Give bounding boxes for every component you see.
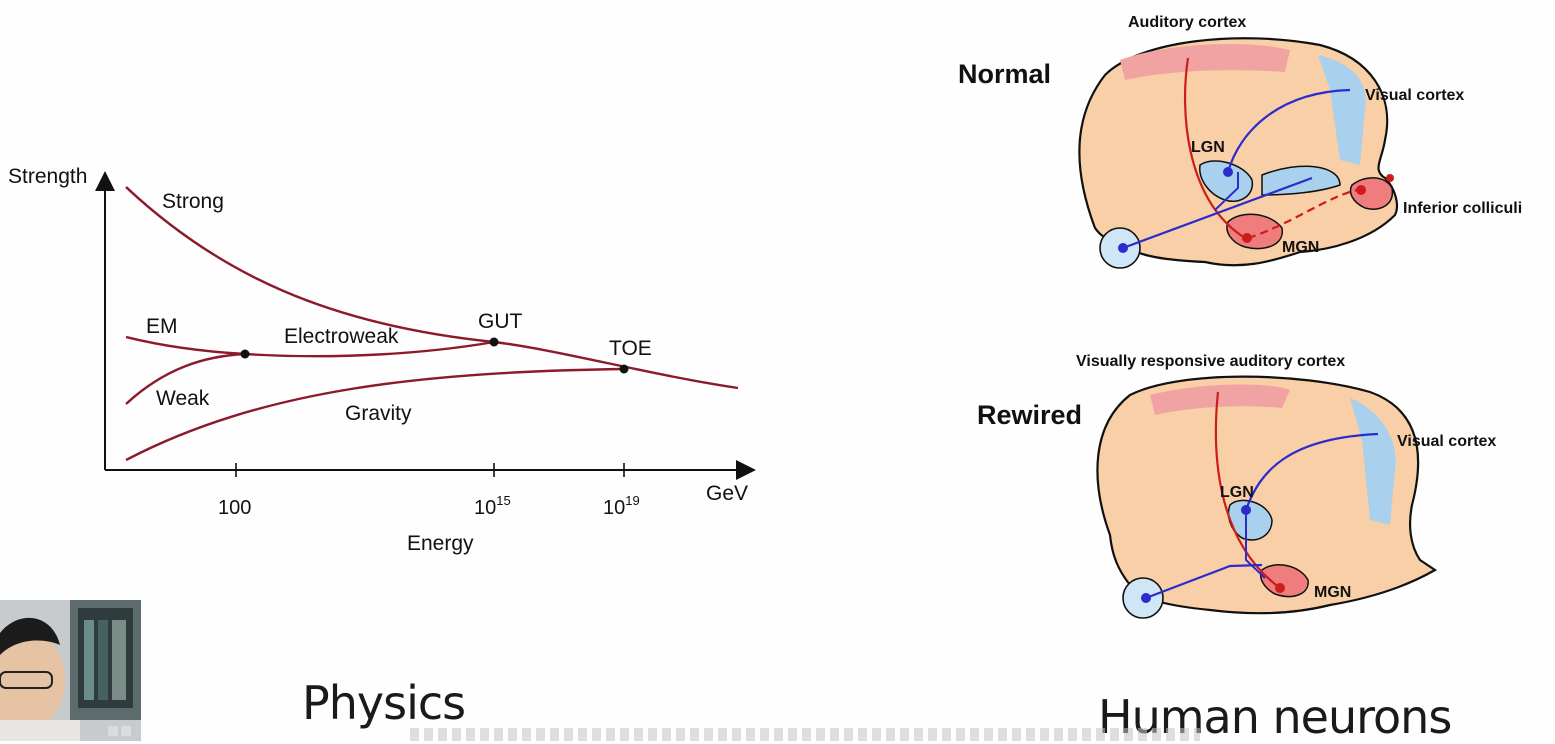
tick-label-1e15: 1015: [474, 493, 511, 519]
normal-auditory-cortex-label: Auditory cortex: [1128, 14, 1246, 31]
gravity-label: Gravity: [345, 402, 412, 425]
tick-label-1e19: 1019: [603, 493, 640, 519]
normal-visual-cortex-label: Visual cortex: [1365, 87, 1464, 104]
lgn-region: [1199, 160, 1254, 202]
em-curve: [125, 335, 246, 356]
presenter-webcam: [0, 600, 141, 741]
presenter-image: [0, 600, 141, 741]
em-label: EM: [146, 315, 178, 338]
mgn-region: [1226, 213, 1283, 250]
brain-rewiring-diagram: Normal Auditory cortex Visual cortex LGN…: [958, 14, 1522, 619]
rewired-mgn-region: [1260, 564, 1309, 598]
weak-label: Weak: [156, 387, 210, 410]
x-unit-label: GeV: [706, 482, 748, 505]
rewired-lgn-label: LGN: [1220, 484, 1254, 501]
electroweak-label: Electroweak: [284, 325, 399, 348]
rewired-title: Rewired: [977, 400, 1082, 430]
rewired-mgn-label: MGN: [1314, 584, 1351, 601]
gut-label: GUT: [478, 310, 523, 333]
force-unification-diagram: Strength Strong EM Electroweak GUT TOE W…: [8, 165, 756, 555]
normal-mgn-label: MGN: [1282, 239, 1319, 256]
visual-cortex-region: [1318, 55, 1366, 165]
strong-curve: [125, 186, 739, 390]
x-axis-label: Energy: [407, 532, 474, 555]
electroweak-curve: [244, 340, 495, 358]
normal-brain: Normal Auditory cortex Visual cortex LGN…: [958, 14, 1522, 269]
toe-label: TOE: [609, 337, 652, 360]
y-axis-label: Strength: [8, 165, 87, 188]
normal-inferior-colliculi-label: Inferior colliculi: [1403, 200, 1522, 217]
rewired-header-label: Visually responsive auditory cortex: [1076, 353, 1345, 370]
toe-point: [619, 364, 629, 374]
rewired-visual-cortex-region: [1350, 398, 1396, 525]
normal-lgn-label: LGN: [1191, 139, 1225, 156]
gravity-curve: [125, 367, 625, 462]
electroweak-unification-point: [240, 349, 250, 359]
rewired-brain: Visually responsive auditory cortex Rewi…: [977, 353, 1496, 619]
weak-curve: [125, 352, 246, 405]
occipital-region: [1261, 165, 1341, 196]
physics-caption: Physics: [302, 676, 466, 730]
strong-label: Strong: [162, 190, 224, 213]
normal-title: Normal: [958, 59, 1051, 89]
rewired-visual-cortex-label: Visual cortex: [1397, 433, 1496, 450]
subtitle-strip: [410, 728, 1200, 741]
auditory-cortex-region: [1120, 44, 1290, 80]
rewired-auditory-cortex-region: [1150, 384, 1290, 415]
gut-point: [489, 337, 499, 347]
tick-label-100: 100: [218, 497, 251, 519]
